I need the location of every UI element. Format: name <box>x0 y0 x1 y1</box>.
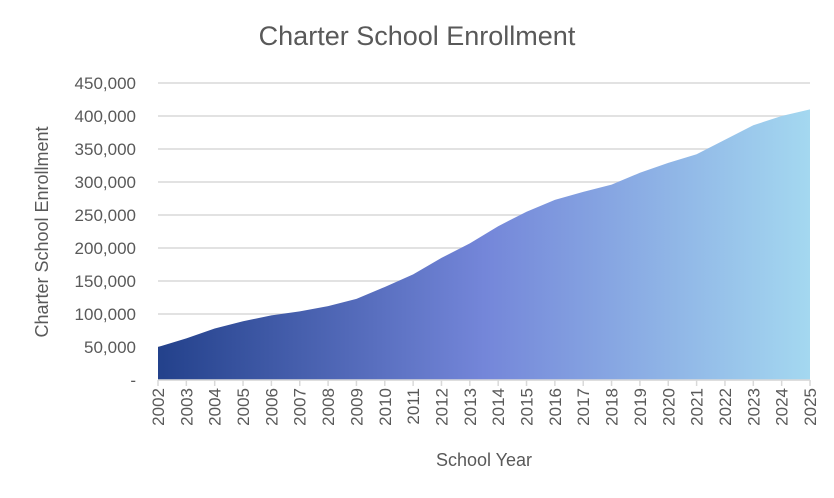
y-tick-label: 450,000 <box>75 74 136 93</box>
x-tick-label: 2018 <box>603 388 622 426</box>
y-tick-label: 100,000 <box>75 305 136 324</box>
x-tick-label: 2025 <box>801 388 820 426</box>
y-tick-label: 150,000 <box>75 272 136 291</box>
y-tick-label: 300,000 <box>75 173 136 192</box>
y-tick-label: - <box>130 371 136 390</box>
x-tick-label: 2007 <box>291 388 310 426</box>
x-tick-label: 2022 <box>716 388 735 426</box>
x-axis-label: School Year <box>436 450 532 470</box>
y-tick-label: 50,000 <box>84 338 136 357</box>
x-tick-label: 2016 <box>546 388 565 426</box>
x-tick-label: 2021 <box>688 388 707 426</box>
x-tick-label: 2012 <box>432 388 451 426</box>
x-tick-label: 2002 <box>149 388 168 426</box>
x-tick-label: 2014 <box>489 388 508 426</box>
x-tick-label: 2023 <box>744 388 763 426</box>
chart-title: Charter School Enrollment <box>259 21 576 51</box>
x-tick-label: 2010 <box>376 388 395 426</box>
y-tick-label: 350,000 <box>75 140 136 159</box>
x-tick-label: 2006 <box>262 388 281 426</box>
x-tick-label: 2003 <box>177 388 196 426</box>
x-tick-label: 2015 <box>518 388 537 426</box>
x-tick-label: 2004 <box>206 388 225 426</box>
x-tick-label: 2024 <box>773 388 792 426</box>
y-axis-label: Charter School Enrollment <box>32 126 52 337</box>
x-tick-label: 2020 <box>659 388 678 426</box>
x-tick-label: 2008 <box>319 388 338 426</box>
x-tick-label: 2009 <box>347 388 366 426</box>
area-series <box>158 109 810 381</box>
y-tick-label: 200,000 <box>75 239 136 258</box>
x-tick-label: 2017 <box>574 388 593 426</box>
y-tick-label: 250,000 <box>75 206 136 225</box>
x-tick-label: 2019 <box>631 388 650 426</box>
x-tick-label: 2013 <box>461 388 480 426</box>
y-tick-label: 400,000 <box>75 107 136 126</box>
x-tick-label: 2011 <box>404 388 423 425</box>
x-tick-label: 2005 <box>234 388 253 426</box>
